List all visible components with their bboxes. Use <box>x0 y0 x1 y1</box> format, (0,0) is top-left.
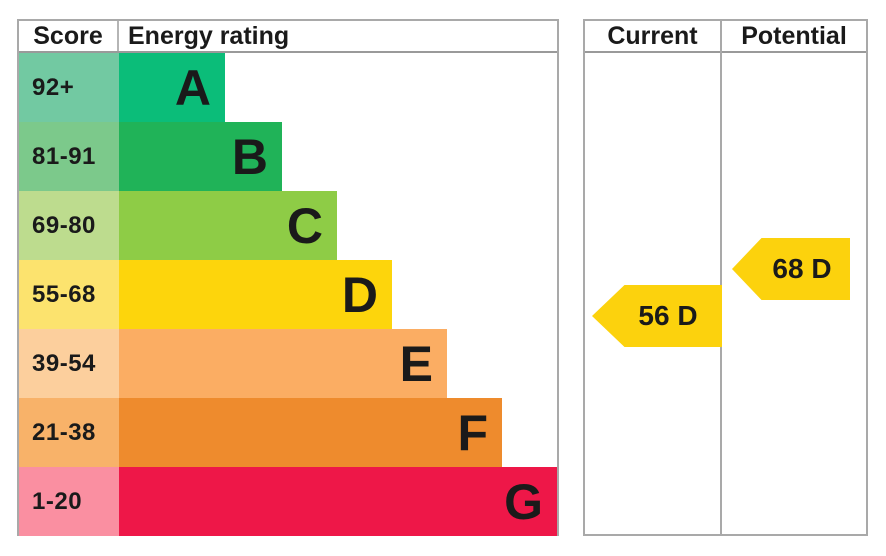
energy-rating-column-header: Energy rating <box>128 22 290 50</box>
score-range-label-f: 21-38 <box>19 398 119 467</box>
energy-rating-table: Score Energy rating 92+ A 81-91 B 69-80 C 55-6… <box>17 19 559 536</box>
potential-rating-label: 68 D <box>772 253 832 284</box>
rating-letter-a: A <box>174 59 211 116</box>
rating-table-header: Score Energy rating <box>19 21 557 53</box>
rating-bands: 92+ A 81-91 B 69-80 C 55-68 D 39-54 E 21-38 F 1-20 G <box>19 53 557 536</box>
score-range-label-g: 1-20 <box>19 467 119 536</box>
rating-letter-e: E <box>399 335 433 392</box>
score-range-label-b: 81-91 <box>19 122 119 191</box>
rating-bar-d: D <box>119 260 392 329</box>
rating-bar-a: A <box>119 53 225 122</box>
band-row-f: 21-38 F <box>19 398 557 467</box>
current-column-header: Current <box>607 22 698 50</box>
rating-letter-b: B <box>231 128 268 185</box>
band-row-e: 39-54 E <box>19 329 557 398</box>
rating-bar-e: E <box>119 329 447 398</box>
band-row-d: 55-68 D <box>19 260 557 329</box>
score-range-label-c: 69-80 <box>19 191 119 260</box>
rating-letter-f: F <box>457 404 488 461</box>
rating-bar-f: F <box>119 398 502 467</box>
potential-rating-arrow: 68 D <box>732 238 850 300</box>
score-column-header: Score <box>19 21 119 51</box>
score-range-label-e: 39-54 <box>19 329 119 398</box>
score-range-label-a: 92+ <box>19 53 119 122</box>
band-row-g: 1-20 G <box>19 467 557 536</box>
rating-letter-c: C <box>286 197 323 254</box>
rating-letter-d: D <box>341 266 378 323</box>
potential-column-header-row: Potential <box>722 21 866 53</box>
rating-letter-g: G <box>504 473 543 530</box>
rating-bar-g: G <box>119 467 557 536</box>
rating-bar-b: B <box>119 122 282 191</box>
current-column: Current <box>583 19 722 536</box>
band-row-a: 92+ A <box>19 53 557 122</box>
band-row-c: 69-80 C <box>19 191 557 260</box>
rating-bar-c: C <box>119 191 337 260</box>
current-rating-label: 56 D <box>638 300 698 331</box>
score-range-label-d: 55-68 <box>19 260 119 329</box>
current-rating-arrow: 56 D <box>592 285 722 347</box>
band-row-b: 81-91 B <box>19 122 557 191</box>
potential-column-header: Potential <box>741 22 847 50</box>
current-column-header-row: Current <box>585 21 720 53</box>
